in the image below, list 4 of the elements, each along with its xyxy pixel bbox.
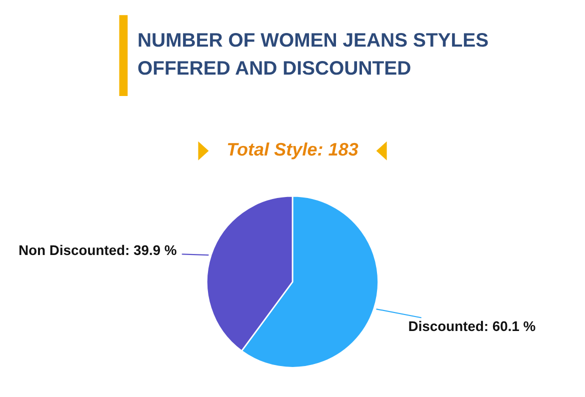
slice-label: Discounted: 60.1 % [409, 320, 536, 332]
slice-label: Non Discounted: 39.9 % [19, 244, 176, 256]
chart-subtitle: Total Style: 183 [228, 142, 358, 160]
chart-title: NUMBER OF WOMEN JEANS STYLES OFFERED AND DISCOUNTED [138, 33, 488, 75]
